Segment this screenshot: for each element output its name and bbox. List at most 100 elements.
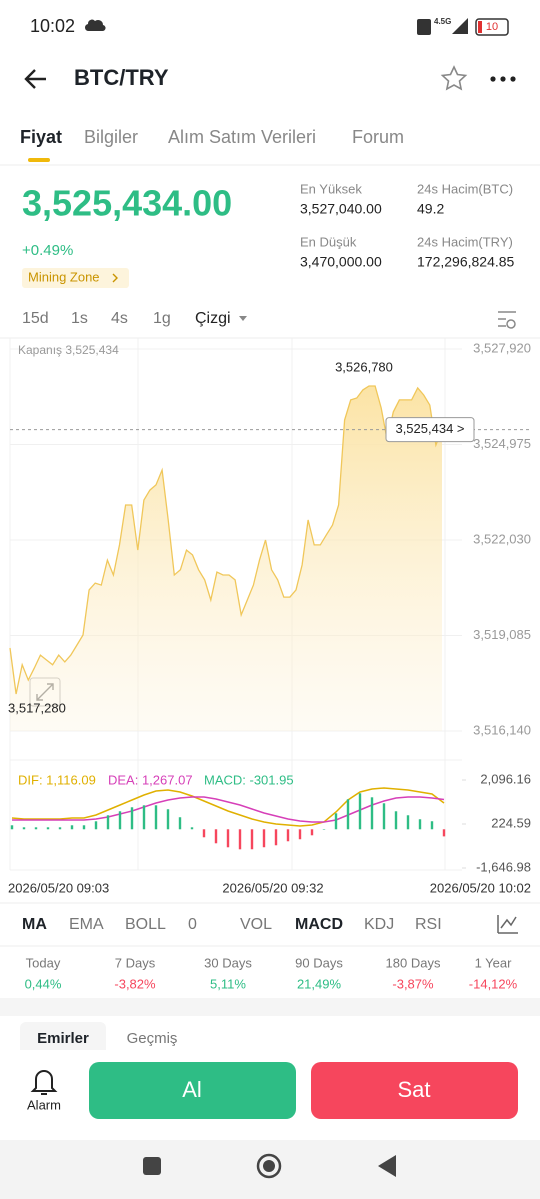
last-price-label[interactable]: 3,525,434 > bbox=[395, 421, 464, 436]
nav-home[interactable] bbox=[256, 1153, 282, 1179]
buy-label[interactable]: Al bbox=[182, 1077, 202, 1102]
performance-value: 5,11% bbox=[210, 976, 246, 991]
nav-recent[interactable] bbox=[143, 1157, 161, 1175]
favorite-button[interactable] bbox=[440, 65, 468, 91]
macd-bar bbox=[94, 821, 98, 830]
performance-value: -3,87% bbox=[392, 976, 434, 991]
back-button[interactable] bbox=[24, 69, 46, 89]
macd-bar bbox=[190, 827, 194, 830]
high-label: 3,526,780 bbox=[335, 359, 393, 374]
price-change: +0.49% bbox=[22, 242, 73, 259]
x-tick-label: 2026/05/20 10:02 bbox=[430, 880, 531, 895]
interval[interactable]: 4s bbox=[111, 310, 128, 327]
macd-bar bbox=[442, 829, 446, 837]
chart-settings-button[interactable] bbox=[498, 311, 516, 329]
stat-value: 3,527,040.00 bbox=[300, 201, 382, 217]
macd-bar bbox=[274, 829, 278, 846]
macd-bar bbox=[34, 827, 38, 830]
indicator-tab[interactable]: EMA bbox=[69, 916, 104, 933]
nav-home-dot bbox=[263, 1160, 275, 1172]
y-tick-label: 3,519,085 bbox=[473, 627, 531, 642]
last-price-box[interactable] bbox=[385, 417, 475, 443]
section-gap bbox=[0, 998, 540, 1016]
sell-label[interactable]: Sat bbox=[397, 1077, 430, 1102]
tab[interactable]: Bilgiler bbox=[84, 127, 138, 147]
close-label: Kapanış 3,525,434 bbox=[18, 343, 119, 357]
badge-bg[interactable] bbox=[22, 268, 129, 288]
volte-icon bbox=[417, 19, 431, 35]
legend-entry: MACD: -301.95 bbox=[204, 772, 294, 787]
macd-bar bbox=[154, 805, 158, 830]
status-time: 10:02 bbox=[30, 16, 75, 36]
y-tick-label: 3,516,140 bbox=[473, 722, 531, 737]
y-tick-label: -1,646.98 bbox=[476, 859, 531, 874]
interval[interactable]: 1s bbox=[71, 310, 88, 327]
macd-bar bbox=[202, 829, 206, 838]
page-title: BTC/TRY bbox=[74, 65, 169, 90]
stat-label: 24s Hacim(BTC) bbox=[417, 181, 513, 196]
badge[interactable]: Mining Zone bbox=[28, 269, 100, 284]
y-tick-label: 2,096.16 bbox=[480, 771, 531, 786]
macd-bar bbox=[430, 821, 434, 830]
cloud-icon bbox=[84, 19, 106, 32]
indicator-tab[interactable]: MACD bbox=[295, 916, 343, 933]
indicator-tab[interactable]: 0 bbox=[188, 916, 197, 933]
buy-button[interactable] bbox=[89, 1062, 296, 1119]
macd-bar bbox=[58, 827, 62, 830]
performance-label: Today bbox=[26, 955, 61, 970]
indicator-tab[interactable]: RSI bbox=[415, 916, 442, 933]
low-label: 3,517,280 bbox=[8, 700, 66, 715]
macd-bar bbox=[322, 829, 326, 830]
battery-level bbox=[478, 21, 482, 33]
macd-bar bbox=[406, 815, 410, 830]
nav-back[interactable] bbox=[378, 1155, 396, 1177]
order-tab[interactable]: Geçmiş bbox=[127, 1030, 178, 1047]
stat-label: En Yüksek bbox=[300, 181, 362, 196]
macd-bar bbox=[106, 815, 110, 830]
signal-icon bbox=[452, 18, 468, 34]
indicator-tab[interactable]: MA bbox=[22, 916, 47, 933]
indicator-tab[interactable]: KDJ bbox=[364, 916, 394, 933]
macd-bar bbox=[286, 829, 290, 842]
y-tick-label: 3,522,030 bbox=[473, 531, 531, 546]
performance-label: 30 Days bbox=[204, 955, 252, 970]
macd-bar bbox=[370, 797, 374, 830]
macd-bar bbox=[118, 811, 122, 830]
stat-label: En Düşük bbox=[300, 234, 357, 249]
interval[interactable]: 15d bbox=[22, 310, 49, 327]
tab[interactable]: Fiyat bbox=[20, 127, 62, 147]
macd-bar bbox=[214, 829, 218, 844]
x-tick-label: 2026/05/20 09:32 bbox=[222, 880, 323, 895]
macd-bar bbox=[226, 829, 230, 848]
tab[interactable]: Forum bbox=[352, 127, 404, 147]
interval-caret bbox=[239, 316, 247, 321]
battery-label: 10 bbox=[486, 21, 498, 33]
performance-value: -14,12% bbox=[469, 976, 518, 991]
macd-bar bbox=[262, 829, 266, 848]
interval[interactable]: 1g bbox=[153, 310, 171, 327]
stat-value: 172,296,824.85 bbox=[417, 254, 515, 270]
sell-button[interactable] bbox=[311, 1062, 518, 1119]
alarm-icon[interactable] bbox=[30, 1070, 58, 1095]
stat-label: 24s Hacim(TRY) bbox=[417, 234, 513, 249]
macd-bar bbox=[46, 827, 50, 830]
more-button[interactable] bbox=[490, 76, 516, 82]
macd-bar bbox=[166, 809, 170, 830]
interval[interactable]: Çizgi bbox=[195, 310, 231, 327]
indicator-tab[interactable]: BOLL bbox=[125, 916, 166, 933]
macd-bar bbox=[70, 825, 74, 830]
macd-bar bbox=[358, 793, 362, 830]
y-tick-label: 3,527,920 bbox=[473, 340, 531, 355]
order-tab-active-bg bbox=[20, 1022, 106, 1056]
macd-bar bbox=[82, 825, 86, 830]
order-tab[interactable]: Emirler bbox=[37, 1030, 89, 1047]
indicator-settings[interactable] bbox=[497, 915, 518, 934]
tab[interactable]: Alım Satım Verileri bbox=[168, 127, 316, 147]
stat-value: 49.2 bbox=[417, 201, 444, 217]
indicator-tab[interactable]: VOL bbox=[240, 916, 272, 933]
alarm-label[interactable]: Alarm bbox=[27, 1097, 61, 1112]
macd-bar bbox=[142, 805, 146, 830]
macd-bar bbox=[310, 829, 314, 836]
